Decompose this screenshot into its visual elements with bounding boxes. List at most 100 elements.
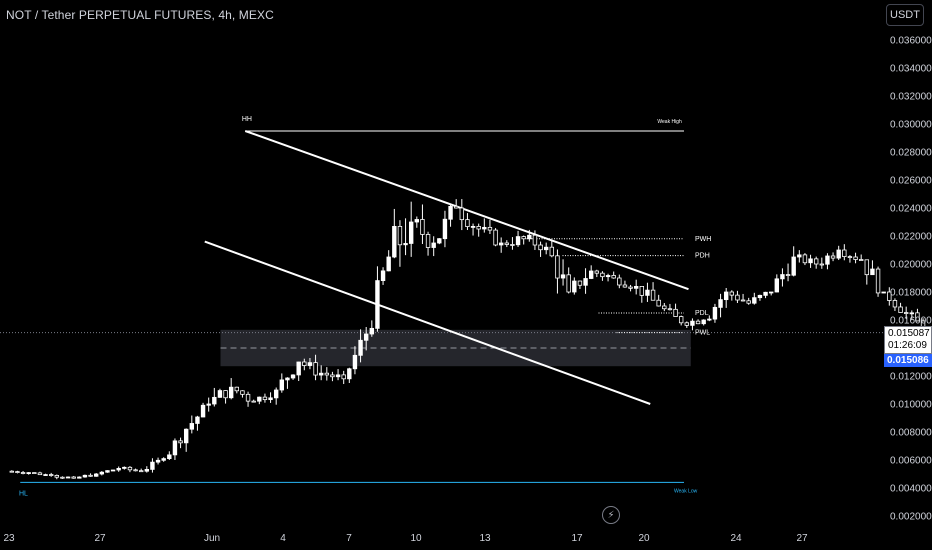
candle-body: [116, 467, 121, 471]
y-tick-label: 0.012000: [890, 372, 932, 383]
candle-body: [48, 474, 54, 476]
candle-body: [695, 320, 701, 325]
candle-body: [195, 416, 200, 424]
candle-body: [476, 226, 481, 230]
candle-body: [915, 312, 920, 322]
y-tick-label: 0.032000: [890, 92, 932, 103]
candle-body: [212, 396, 217, 405]
chart-title: NOT / Tether PERPETUAL FUTURES, 4h, MEXC: [6, 8, 274, 22]
y-tick-label: 0.034000: [890, 64, 932, 75]
y-tick-label: 0.008000: [890, 428, 932, 439]
candle-body: [273, 389, 279, 399]
candle-body: [538, 244, 543, 251]
candle-body: [510, 244, 515, 246]
candle-body: [206, 403, 211, 406]
bar-countdown: 01:26:09: [888, 340, 927, 351]
candle-body: [20, 472, 26, 474]
candle-body: [825, 255, 830, 265]
candle-body: [628, 286, 633, 289]
y-tick-label: 0.006000: [890, 456, 932, 467]
lightning-icon[interactable]: ⚡: [602, 506, 620, 524]
candle-body: [54, 474, 60, 478]
candle-body: [296, 361, 301, 376]
candle-body: [532, 234, 538, 246]
candle-body: [167, 454, 172, 459]
candle-body: [285, 377, 290, 381]
candle-body: [791, 256, 796, 276]
candle-body: [240, 390, 245, 395]
candle-body: [887, 291, 892, 301]
candle-body: [667, 308, 673, 311]
x-tick-label: 27: [94, 533, 106, 544]
candle-body: [307, 362, 313, 366]
candle-body: [594, 270, 600, 274]
candle-body: [251, 400, 256, 403]
candle-body: [493, 229, 498, 246]
candle-body: [482, 226, 487, 230]
candle-body: [43, 474, 48, 476]
y-tick-label: 0.036000: [890, 36, 932, 47]
candle-body: [223, 390, 228, 399]
candle-body: [785, 274, 791, 276]
candle-body: [617, 277, 622, 286]
candle-body: [757, 294, 763, 299]
candle-body: [363, 333, 369, 341]
candlesticks: [9, 199, 931, 480]
candle-body: [88, 474, 93, 477]
candle-body: [639, 285, 645, 296]
candle-body: [453, 205, 459, 209]
candle-body: [723, 291, 729, 301]
candle-body: [341, 374, 346, 380]
y-tick-label: 0.024000: [890, 204, 932, 215]
y-tick-label: 0.004000: [890, 484, 932, 495]
candle-body: [633, 285, 639, 289]
candle-body: [15, 471, 20, 473]
candle-body: [909, 312, 915, 315]
candle-body: [470, 226, 476, 228]
pwl-label: PWL: [695, 330, 710, 337]
candle-body: [324, 372, 330, 376]
candle-body: [358, 339, 363, 356]
candle-body: [459, 207, 465, 221]
candle-body: [262, 396, 268, 401]
candle-body: [729, 291, 735, 296]
candle-body: [588, 270, 594, 279]
x-tick-label: 27: [796, 533, 808, 544]
candle-body: [898, 306, 903, 313]
candle-body: [549, 246, 555, 257]
candle-body: [504, 242, 510, 245]
candle-body: [611, 275, 616, 279]
candle-body: [408, 221, 414, 244]
y-tick-label: 0.010000: [890, 400, 932, 411]
hl-label: HL: [19, 490, 28, 497]
candle-body: [397, 226, 403, 246]
candle-body: [673, 308, 678, 317]
pdh-label: PDH: [695, 253, 710, 260]
x-tick-label: 10: [410, 533, 422, 544]
candle-body: [797, 254, 802, 258]
candle-body: [819, 263, 825, 266]
candle-body: [543, 246, 549, 251]
channel-upper-line: [244, 130, 689, 291]
candle-body: [577, 280, 583, 286]
candle-body: [234, 386, 240, 392]
candle-body: [9, 470, 15, 473]
candle-body: [650, 289, 656, 301]
price-axis: 0.036000 0.034000 0.032000 0.030000 0.028000…: [890, 36, 932, 523]
candle-body: [420, 219, 425, 235]
candle-body: [746, 300, 751, 304]
candle-body: [352, 354, 358, 370]
candle-body: [290, 374, 296, 379]
candle-body: [375, 280, 380, 329]
candle-body: [245, 393, 251, 402]
candle-body: [335, 374, 341, 378]
currency-button[interactable]: USDT: [886, 4, 924, 26]
candle-body: [465, 219, 470, 227]
candle-body: [268, 397, 273, 401]
descending-channel: [204, 130, 689, 405]
candle-body: [172, 440, 178, 456]
candle-body: [802, 254, 808, 264]
candle-body: [37, 472, 43, 476]
candle-body: [600, 272, 605, 278]
